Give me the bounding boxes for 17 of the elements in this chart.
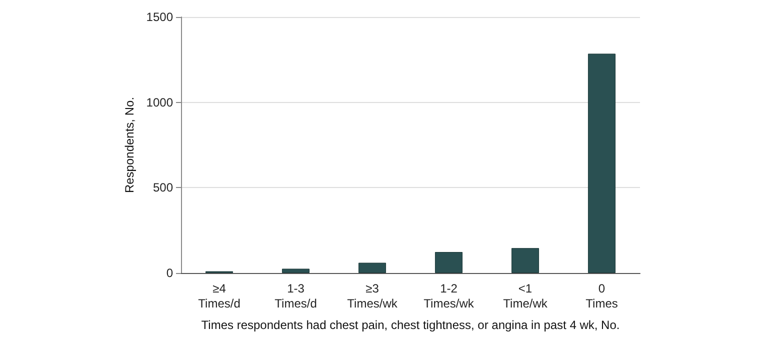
x-tick-label: 1-2 Times/wk bbox=[424, 282, 475, 310]
x-axis-title: Times respondents had chest pain, chest tightness, or angina in past 4 wk, No. bbox=[201, 318, 620, 332]
y-axis-title: Respondents, No. bbox=[122, 96, 136, 194]
bar bbox=[511, 248, 540, 273]
y-tick-label: 1500 bbox=[146, 10, 174, 24]
bar bbox=[358, 262, 386, 273]
y-tick-label: 500 bbox=[152, 180, 174, 195]
x-tick-label: ≥4 Times/d bbox=[198, 282, 240, 310]
bar bbox=[588, 54, 616, 273]
x-tick-label: ≥3 Times/wk bbox=[347, 282, 398, 310]
x-tick-label: 0 Times bbox=[586, 282, 618, 310]
y-tick-label: 1000 bbox=[146, 95, 174, 110]
bar bbox=[282, 268, 310, 273]
x-tick-label: <1 Time/wk bbox=[503, 282, 548, 310]
bar bbox=[434, 252, 463, 273]
x-tick-label: 1-3 Times/d bbox=[274, 282, 317, 310]
y-tick-label: 0 bbox=[166, 266, 174, 280]
